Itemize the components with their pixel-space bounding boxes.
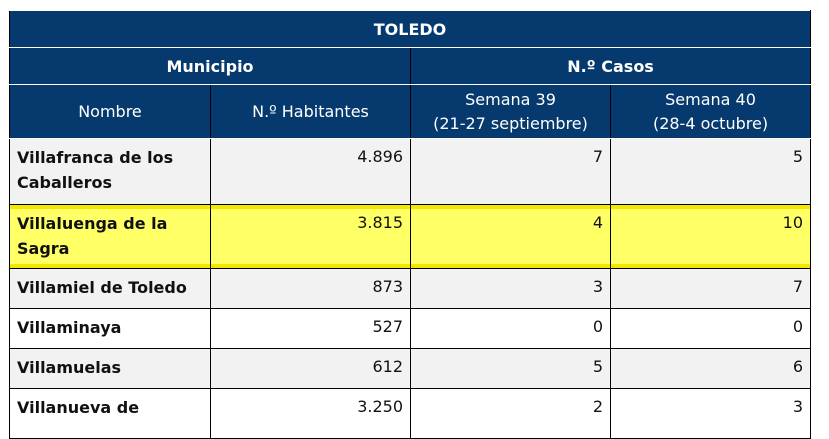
municipality-name: Villanueva de: [9, 388, 211, 439]
cell-value: 3: [609, 388, 812, 439]
group-header: Municipio: [9, 47, 411, 85]
table-row: Villanueva de 3.250 2 3: [9, 388, 812, 439]
cell-value: 3.815: [210, 204, 411, 269]
table-title: TOLEDO: [8, 10, 812, 48]
table-row: Villamiel de Toledo 873 3 7: [9, 268, 812, 309]
table-row: Villamuelas 612 5 6: [9, 348, 812, 389]
cell-value: 4.896: [210, 138, 411, 205]
page: TOLEDO Municipio N.º Casos Nombre N.º Habi…: [8, 10, 812, 439]
cell-value: 527: [210, 308, 411, 349]
cell-value: 5: [609, 138, 812, 205]
cell-value: 7: [609, 268, 812, 309]
cell-value: 6: [609, 348, 812, 389]
table-row: Villaluenga de la Sagra 3.815 4 10: [9, 204, 812, 269]
cell-value: 0: [410, 308, 611, 349]
municipality-name: Villaminaya: [9, 308, 211, 349]
cell-value: 10: [609, 204, 812, 269]
column-header: N.º Habitantes: [210, 84, 411, 139]
municipality-name: Villaluenga de la Sagra: [9, 204, 211, 269]
table-row: Villafranca de los Caballeros 4.896 7 5: [9, 138, 812, 205]
cell-value: 3: [410, 268, 611, 309]
table-row: Villaminaya 527 0 0: [9, 308, 812, 349]
cell-value: 873: [210, 268, 411, 309]
cell-value: 2: [410, 388, 611, 439]
group-header: N.º Casos: [409, 47, 812, 85]
column-header: Nombre: [9, 84, 211, 139]
municipality-name: Villamiel de Toledo: [9, 268, 211, 309]
municipality-name: Villafranca de los Caballeros: [9, 138, 211, 205]
cell-value: 5: [410, 348, 611, 389]
cell-value: 3.250: [210, 388, 411, 439]
cell-value: 612: [210, 348, 411, 389]
cell-value: 4: [410, 204, 611, 269]
cell-value: 7: [410, 138, 611, 205]
cell-value: 0: [609, 308, 812, 349]
column-header: Semana 39 (21-27 septiembre): [410, 84, 611, 139]
cases-table: TOLEDO Municipio N.º Casos Nombre N.º Habi…: [8, 10, 812, 439]
municipality-name: Villamuelas: [9, 348, 211, 389]
column-header: Semana 40 (28-4 octubre): [609, 84, 812, 139]
